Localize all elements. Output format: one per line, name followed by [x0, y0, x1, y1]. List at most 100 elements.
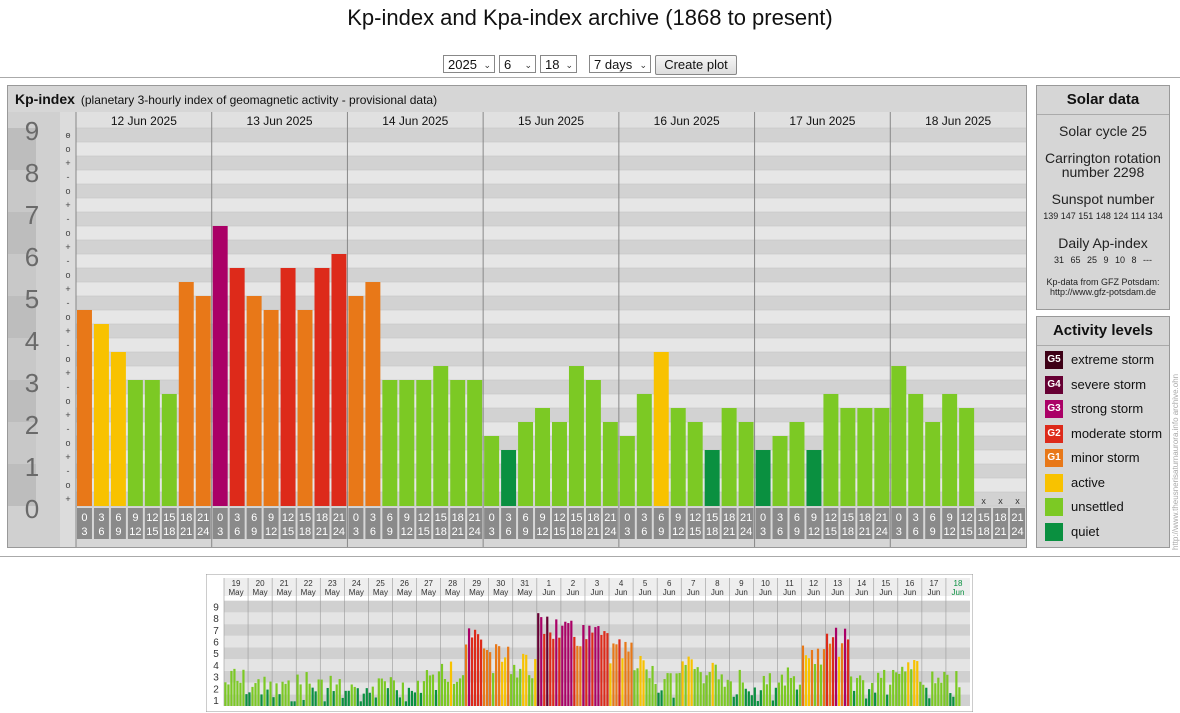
kp-bar	[399, 380, 415, 506]
mini-kp-bar	[419, 692, 423, 706]
mini-kp-bar	[582, 625, 585, 706]
mini-kp-bar	[510, 674, 513, 706]
kp-bar	[93, 324, 109, 506]
mini-kp-bar	[359, 701, 362, 706]
mini-kp-bar	[591, 632, 594, 706]
mini-kp-bar	[413, 692, 417, 706]
mini-kp-bar	[534, 659, 537, 706]
mini-kp-bar	[723, 686, 726, 706]
slot-label-start: 6	[115, 512, 121, 524]
y-band	[8, 170, 36, 212]
mini-kp-bar	[880, 677, 883, 706]
slot-label-end: 12	[944, 526, 956, 538]
slot-label-bg	[280, 508, 296, 539]
slot-label-end: 12	[808, 526, 820, 538]
sub-tick-label: o	[65, 396, 70, 406]
mini-kp-bar	[470, 637, 474, 706]
sub-tick-label: -	[67, 172, 70, 182]
mini-day-number: 13	[833, 579, 842, 588]
carrington-rotation-line2: number 2298	[1061, 164, 1145, 180]
mini-kp-bar	[798, 684, 802, 706]
range-value: 7 days	[594, 57, 633, 72]
mini-kp-bar	[795, 689, 799, 706]
kp-bar	[263, 309, 279, 506]
year-value: 2025	[448, 57, 477, 72]
slot-label-end: 9	[658, 526, 664, 538]
activity-level-label: unsettled	[1071, 499, 1124, 514]
slot-label-start: 3	[777, 512, 783, 524]
mini-grid-band	[224, 659, 970, 671]
kp-panel: Kp-index (planetary 3-hourly index of geo…	[7, 85, 1027, 548]
monthly-overview-chart[interactable]: 12345678919May20May21May22May23May24May2…	[206, 574, 973, 712]
mini-kp-bar	[630, 642, 633, 706]
mini-day-number: 2	[571, 579, 576, 588]
month-select[interactable]: 6 ⌄	[499, 55, 536, 73]
mini-kp-bar	[489, 652, 492, 706]
mini-y-tick: 5	[213, 649, 219, 660]
source-link[interactable]: http://www.gfz-potsdam.de	[1049, 287, 1157, 297]
slot-label-bg	[653, 508, 669, 539]
mini-kp-bar	[416, 680, 420, 706]
slot-label-bg	[636, 508, 652, 539]
activity-levels-panel: Activity levels G5 extreme storm G4 severe …	[1036, 316, 1170, 548]
mini-day-number: 26	[400, 579, 409, 588]
mini-kp-bar	[254, 683, 257, 706]
mini-kp-bar	[645, 669, 648, 706]
mini-y-tick: 7	[213, 626, 219, 637]
sub-tick-label: o	[65, 228, 70, 238]
slot-label-start: 18	[994, 512, 1006, 524]
slot-label-end: 24	[469, 526, 481, 538]
mini-kp-bar	[871, 682, 874, 706]
mini-kp-bar	[603, 631, 606, 706]
slot-label-end: 18	[842, 526, 854, 538]
mini-kp-bar	[531, 678, 534, 706]
grid-band	[76, 254, 1026, 268]
grid-band	[76, 408, 1026, 422]
mini-kp-bar	[368, 692, 371, 706]
year-select[interactable]: 2025 ⌄	[443, 55, 495, 73]
range-select[interactable]: 7 days ⌄	[589, 55, 651, 73]
slot-label-bg	[585, 508, 601, 539]
mini-kp-bar	[287, 680, 290, 706]
mini-kp-bar	[735, 694, 738, 706]
mini-month-label: Jun	[735, 588, 748, 597]
mini-month-label: Jun	[807, 588, 820, 597]
sub-tick-label: -	[67, 424, 70, 434]
mini-kp-bar	[392, 680, 395, 706]
mini-kp-bar	[672, 697, 675, 706]
mini-y-tick: 3	[213, 673, 219, 684]
mini-kp-bar	[846, 639, 850, 706]
kp-bar	[365, 282, 381, 506]
slot-label-start: 15	[299, 512, 311, 524]
day-select[interactable]: 18 ⌄	[540, 55, 577, 73]
mini-kp-bar	[771, 700, 774, 706]
slot-label-start: 18	[180, 512, 192, 524]
slot-label-end: 3	[217, 526, 223, 538]
mini-kp-bar	[828, 643, 832, 706]
grid-band	[76, 436, 1026, 450]
slot-label-start: 15	[842, 512, 854, 524]
slot-label-end: 24	[876, 526, 888, 538]
mini-day-number: 7	[691, 579, 696, 588]
sub-tick-label: o	[65, 312, 70, 322]
slot-label-end: 6	[641, 526, 647, 538]
mini-kp-bar	[362, 693, 365, 706]
kp-bar	[755, 450, 771, 506]
mini-kp-bar	[804, 655, 808, 706]
mini-kp-bar	[762, 675, 765, 706]
mini-kp-bar	[600, 634, 603, 706]
day-label: 13 Jun 2025	[247, 114, 313, 128]
slot-label-bg	[93, 508, 109, 539]
mini-kp-bar	[883, 669, 886, 706]
slot-label-bg	[925, 508, 941, 539]
kp-bar	[161, 393, 177, 506]
mini-day-number: 22	[304, 579, 313, 588]
slot-label-bg	[127, 508, 143, 539]
slot-label-bg	[959, 508, 975, 539]
sub-tick-label: -	[67, 214, 70, 224]
kp-bar	[687, 422, 703, 506]
create-plot-button[interactable]: Create plot	[655, 55, 737, 75]
mini-kp-bar	[434, 689, 438, 706]
mini-kp-bar	[486, 650, 489, 706]
y-tick-label: 5	[25, 284, 39, 314]
